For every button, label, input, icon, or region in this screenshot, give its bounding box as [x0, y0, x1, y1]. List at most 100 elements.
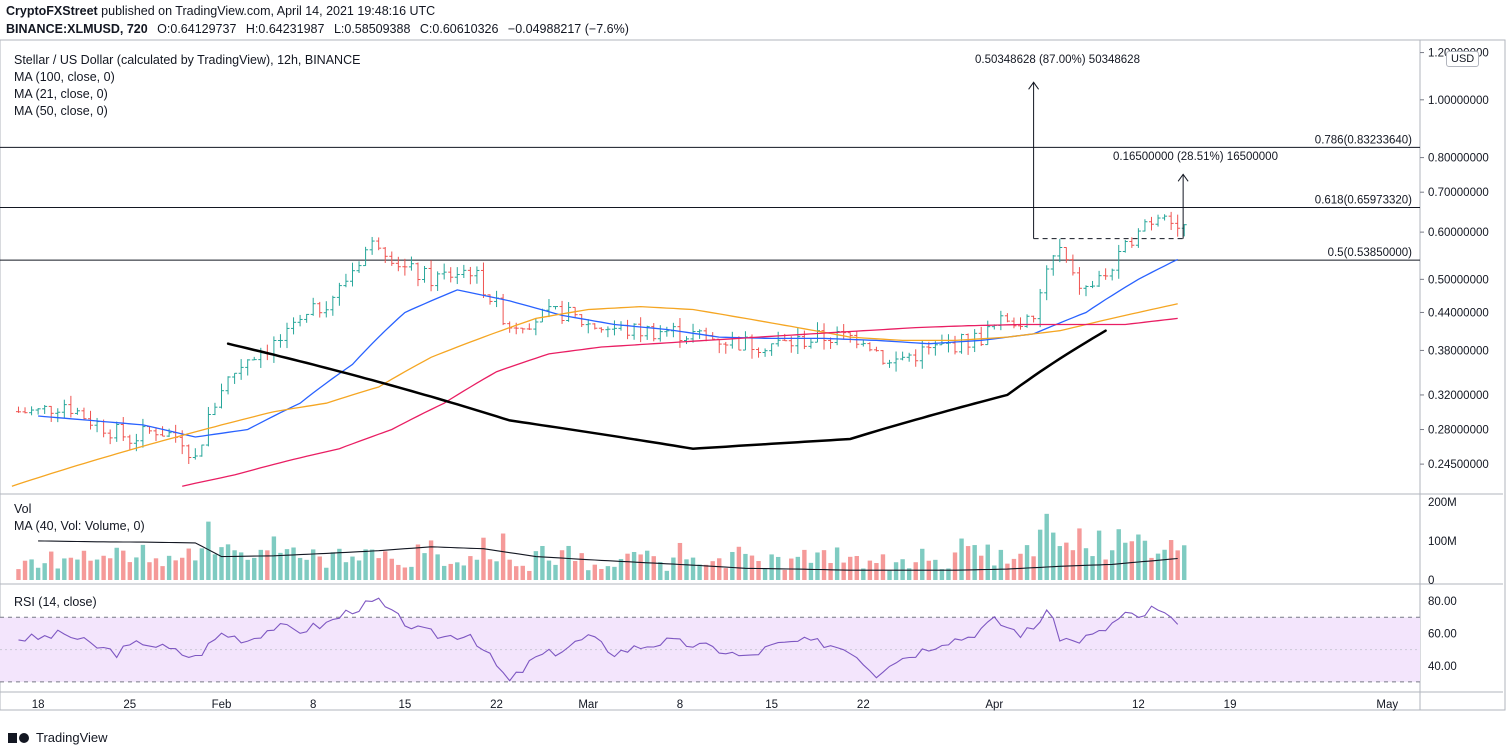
volume-bar [939, 569, 945, 580]
publisher-name[interactable]: CryptoFXStreet [6, 4, 98, 18]
volume-bar [16, 569, 21, 580]
ohlc-open: O:0.64129737 [157, 22, 237, 36]
volume-bar [1116, 529, 1121, 580]
legend-ma100[interactable]: MA (100, close, 0) [14, 70, 115, 84]
volume-bar [638, 554, 643, 580]
volume-bar [356, 560, 362, 580]
volume-bar [618, 558, 624, 580]
volume-bar [527, 570, 532, 580]
volume-bar [946, 568, 951, 580]
volume-bar [553, 564, 558, 580]
cup-pattern-curve [226, 329, 1107, 450]
volume-bar [1129, 541, 1135, 580]
volume-bar [206, 521, 211, 580]
legend-vol[interactable]: Vol [14, 502, 32, 516]
volume-bar [1064, 542, 1069, 580]
ma21-line [38, 258, 1178, 438]
volume-bar [703, 564, 709, 580]
volume-bar [1037, 529, 1043, 580]
rsi-tick-label: 80.00 [1428, 596, 1457, 608]
volume-bar [717, 558, 722, 580]
volume-bar [848, 556, 853, 580]
legend-ma50[interactable]: MA (50, close, 0) [14, 104, 108, 118]
volume-bar [880, 554, 886, 580]
volume-bar [730, 551, 735, 580]
measured-move-arrowhead [1177, 173, 1189, 182]
legend-ma21[interactable]: MA (21, close, 0) [14, 87, 108, 101]
chart-frame [0, 39, 1506, 711]
volume-bar [435, 554, 440, 580]
candles-group [15, 211, 1187, 464]
volume-bar [1182, 545, 1187, 580]
volume-bar [913, 562, 918, 580]
volume-bar [62, 558, 67, 580]
volume-bar [782, 569, 787, 580]
volume-bar [252, 557, 257, 580]
volume-bar [572, 561, 578, 580]
volume-bar [1083, 548, 1089, 580]
volume-bar [710, 561, 715, 580]
volume-bar [94, 559, 100, 580]
volume-bar [998, 549, 1004, 580]
volume-bars-group [16, 513, 1187, 580]
volume-bar [1044, 513, 1049, 580]
volume-bar [1077, 528, 1082, 580]
volume-bar [644, 550, 650, 580]
volume-bar [808, 562, 814, 580]
volume-bar [160, 566, 165, 580]
currency-badge[interactable]: USD [1446, 51, 1480, 67]
volume-bar [245, 559, 250, 580]
time-tick-label: Apr [985, 699, 1003, 711]
volume-bar [906, 568, 912, 580]
volume-bar [232, 550, 237, 580]
time-tick-label: Mar [578, 699, 598, 711]
legend-rsi[interactable]: RSI (14, close) [14, 595, 97, 609]
measured-move-arrowhead [1028, 81, 1040, 90]
volume-bar [769, 554, 774, 580]
footer-brand[interactable]: TradingView [8, 730, 108, 745]
volume-bar [1168, 540, 1174, 580]
volume-bar [415, 544, 421, 580]
volume-bar [1109, 550, 1115, 580]
time-tick-label: 8 [310, 699, 316, 711]
volume-bar [324, 567, 329, 580]
volume-bar [238, 552, 244, 580]
time-tick-label: 8 [677, 699, 683, 711]
volume-bar [22, 560, 28, 580]
volume-bar [147, 562, 152, 580]
volume-bar [546, 560, 552, 580]
volume-bar [81, 550, 87, 580]
volume-bar [671, 557, 676, 580]
ma100-line [182, 317, 1178, 487]
volume-bar [330, 552, 336, 580]
volume-bar [664, 570, 670, 580]
legend-vol-ma[interactable]: MA (40, Vol: Volume, 0) [14, 519, 145, 533]
volume-bar [1123, 542, 1128, 580]
volume-bar [861, 568, 866, 580]
volume-bar [376, 558, 381, 580]
publish-info: CryptoFXStreet published on TradingView.… [6, 4, 435, 18]
volume-bar [219, 547, 224, 580]
volume-bar [383, 551, 388, 580]
volume-bar [428, 540, 434, 580]
price-tick-label: 0.32000000 [1428, 390, 1489, 402]
volume-bar [965, 546, 971, 580]
volume-bar [1096, 530, 1102, 580]
volume-bar [134, 557, 139, 580]
time-tick-label: 18 [32, 699, 45, 711]
volume-bar [369, 549, 375, 580]
legend-title[interactable]: Stellar / US Dollar (calculated by Tradi… [14, 53, 361, 67]
volume-bar [265, 550, 270, 580]
volume-bar [834, 547, 840, 580]
time-tick-label: 22 [857, 699, 870, 711]
price-tick-label: 0.24500000 [1428, 459, 1489, 471]
volume-bar [697, 564, 702, 580]
volume-bar [579, 553, 584, 580]
volume-bar [559, 550, 565, 580]
volume-bar [677, 542, 683, 580]
volume-bar [389, 558, 394, 580]
time-tick-label: 19 [1224, 699, 1237, 711]
volume-bar [625, 553, 630, 580]
volume-ma-line [38, 540, 1178, 571]
